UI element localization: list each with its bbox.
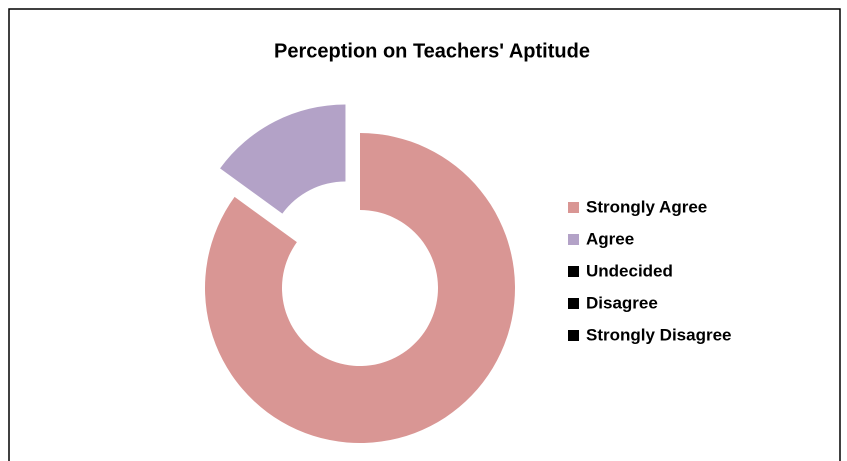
- legend-swatch: [568, 330, 579, 341]
- legend-swatch: [568, 202, 579, 213]
- legend-label: Disagree: [586, 293, 658, 312]
- legend-swatch: [568, 266, 579, 277]
- legend-label: Undecided: [586, 261, 673, 280]
- legend-label: Agree: [586, 229, 634, 248]
- donut-slice: [220, 104, 346, 214]
- legend-label: Strongly Agree: [586, 197, 707, 216]
- legend-label: Strongly Disagree: [586, 325, 732, 344]
- legend-swatch: [568, 298, 579, 309]
- donut-slice: [205, 133, 515, 443]
- chart-title: Perception on Teachers' Aptitude: [274, 40, 590, 62]
- legend-swatch: [568, 234, 579, 245]
